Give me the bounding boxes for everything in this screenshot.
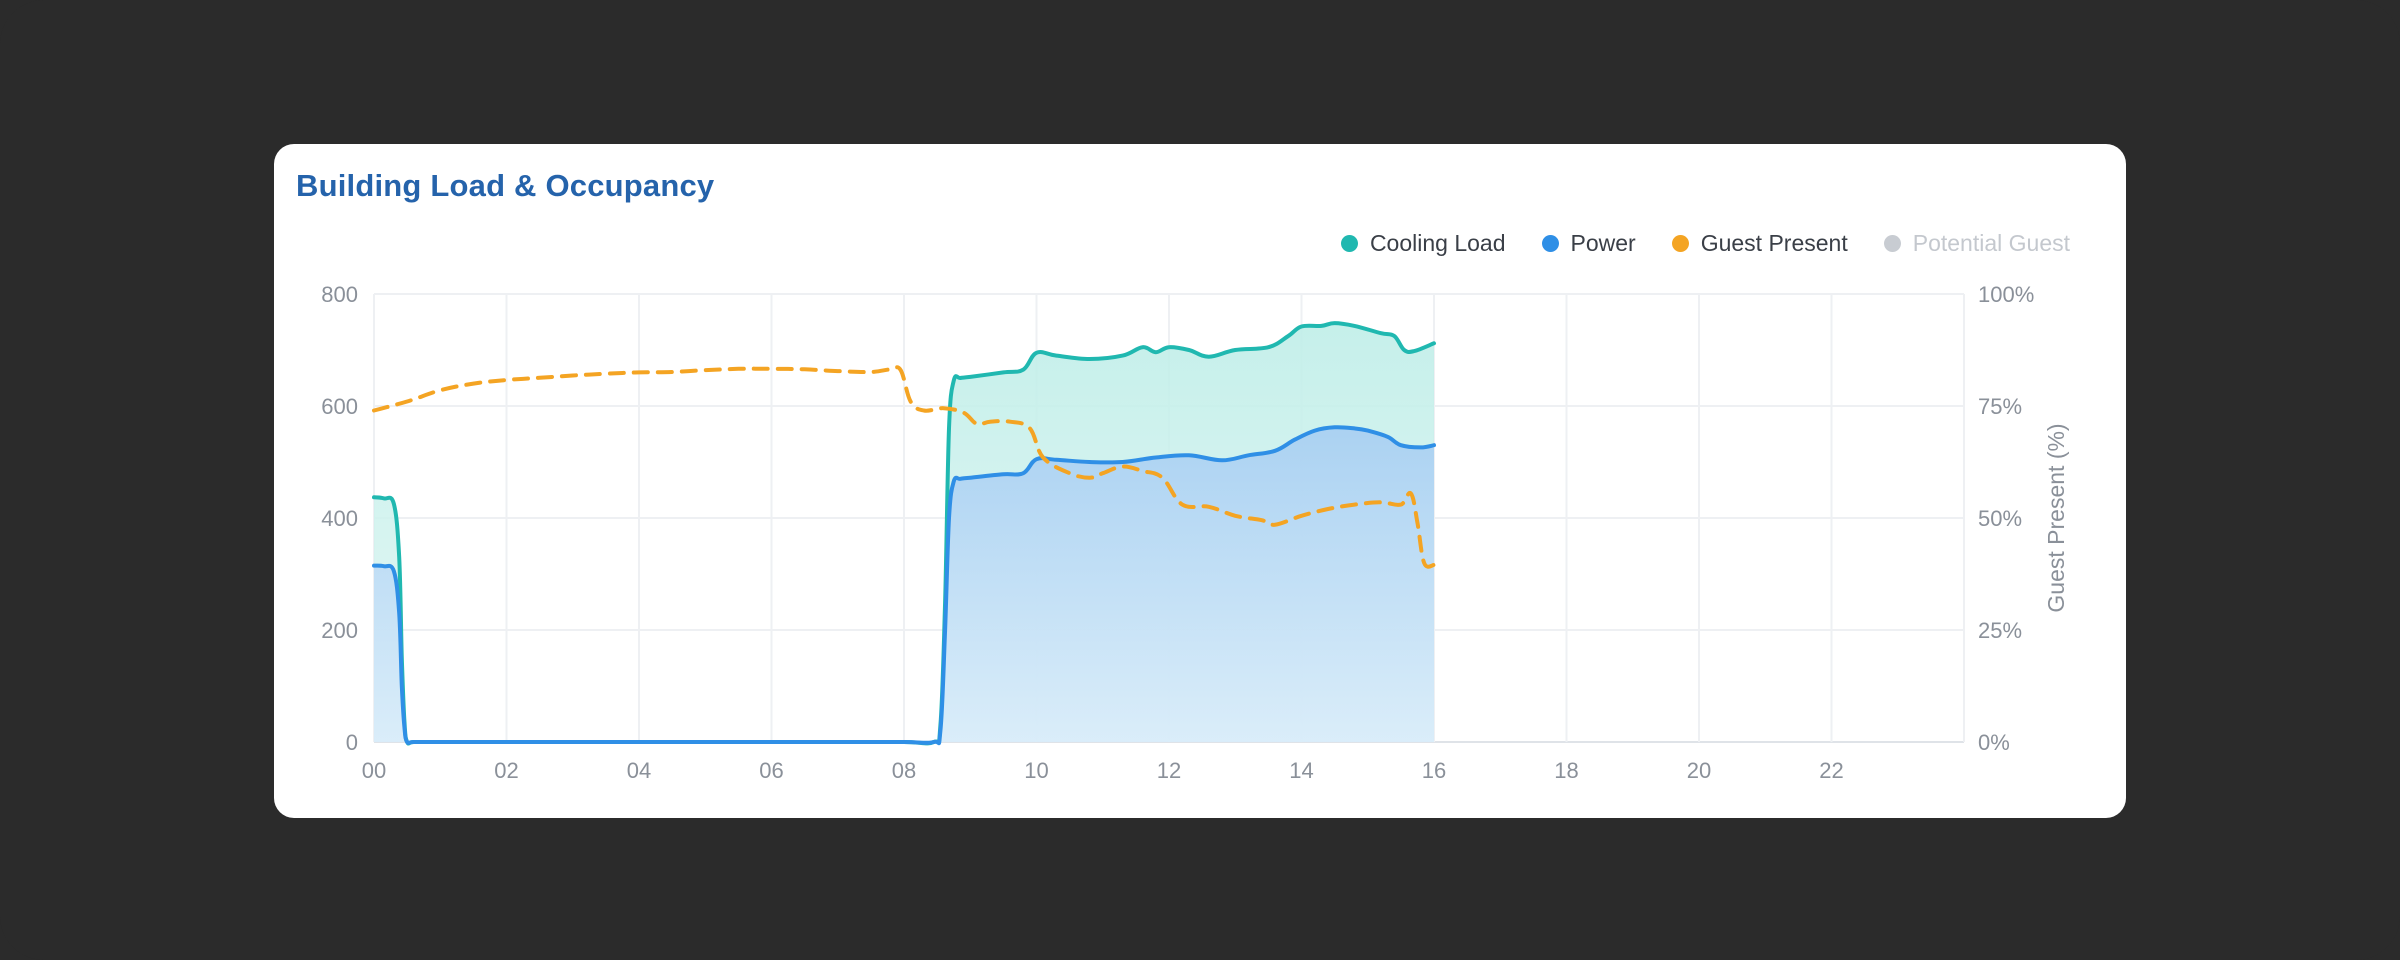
legend-label-cooling-load: Cooling Load xyxy=(1369,230,1506,256)
chart-legend: Cooling Load Power Guest Present Potenti… xyxy=(1340,230,2070,257)
y-tick-label: 200 xyxy=(321,618,358,643)
y-tick-label: 800 xyxy=(321,282,358,307)
y2-tick-label: 75% xyxy=(1978,394,2022,419)
x-tick-label: 04 xyxy=(627,758,651,783)
legend-item-guest-present[interactable]: Guest Present xyxy=(1671,230,1848,257)
right-axis-title: Guest Present (%) xyxy=(2043,423,2069,612)
legend-marker-cooling-load xyxy=(1340,235,1358,252)
y2-tick-label: 25% xyxy=(1978,618,2022,643)
legend-marker-potential-guest xyxy=(1883,235,1901,252)
line-chart: 0 200 400 600 800 0% 25% 50% 75% 100% 00 02 04 06 08 10… xyxy=(321,282,2069,783)
chart-card: Building Load & Occupancy Cooling Load P… xyxy=(274,144,2126,818)
legend-item-cooling-load[interactable]: Cooling Load xyxy=(1340,230,1506,257)
x-tick-label: 06 xyxy=(759,758,783,783)
legend-label-power: Power xyxy=(1570,230,1636,256)
x-tick-label: 18 xyxy=(1554,758,1578,783)
x-tick-label: 00 xyxy=(362,758,386,783)
legend-item-power[interactable]: Power xyxy=(1541,230,1636,257)
area-power xyxy=(374,427,1434,744)
series-line-guest-present xyxy=(372,365,1436,569)
legend-item-potential-guest[interactable]: Potential Guest xyxy=(1883,230,2070,257)
y2-tick-label: 100% xyxy=(1978,282,2034,307)
legend-label-guest-present: Guest Present xyxy=(1700,230,1848,256)
y2-tick-label: 0% xyxy=(1978,730,2010,755)
chart-title: Building Load & Occupancy xyxy=(296,168,715,203)
axis-ticks: 0 200 400 600 800 0% 25% 50% 75% 100% 00 02 04 06 08 10… xyxy=(321,282,2034,783)
legend-marker-guest-present xyxy=(1671,235,1689,252)
y-tick-label: 400 xyxy=(321,506,358,531)
x-tick-label: 10 xyxy=(1024,758,1048,783)
y-tick-label: 600 xyxy=(321,394,358,419)
y-tick-label: 0 xyxy=(346,730,358,755)
area-fills xyxy=(374,323,1434,744)
x-tick-label: 12 xyxy=(1157,758,1181,783)
x-tick-label: 22 xyxy=(1819,758,1843,783)
x-tick-label: 02 xyxy=(494,758,518,783)
legend-marker-power xyxy=(1541,235,1559,252)
x-tick-label: 20 xyxy=(1687,758,1711,783)
y2-tick-label: 50% xyxy=(1978,506,2022,531)
series-lines xyxy=(372,321,1436,746)
x-tick-label: 14 xyxy=(1289,758,1313,783)
x-tick-label: 08 xyxy=(892,758,916,783)
series-line-power xyxy=(372,425,1436,746)
legend-label-potential-guest: Potential Guest xyxy=(1912,230,2070,256)
x-tick-label: 16 xyxy=(1422,758,1446,783)
